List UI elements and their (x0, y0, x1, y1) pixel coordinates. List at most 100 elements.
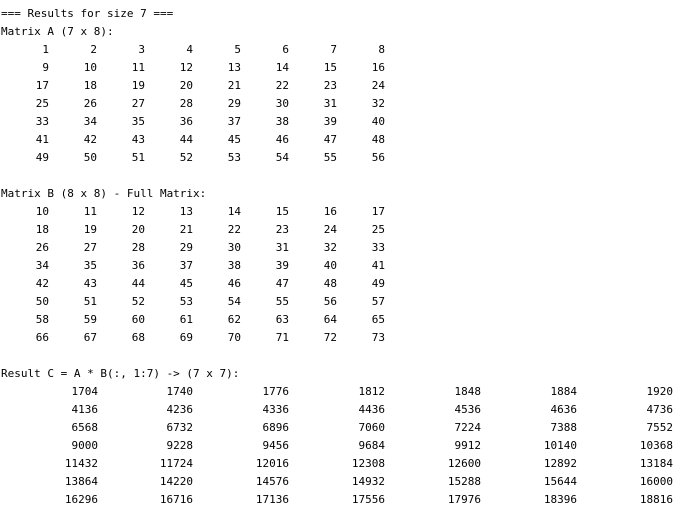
matrix-cell: 30 (227, 241, 241, 254)
matrix-cell: 64 (323, 313, 337, 326)
matrix-cell: 17556 (351, 493, 385, 506)
matrix-cell: 51 (131, 151, 145, 164)
matrix-cell: 7 (330, 43, 337, 56)
matrix-cell: 16000 (639, 475, 673, 488)
matrix-cell: 33 (371, 241, 385, 254)
matrix-cell: 66 (35, 331, 49, 344)
matrix-cell: 39 (323, 115, 337, 128)
matrix-cell: 24 (371, 79, 385, 92)
matrix-cell: 4536 (454, 403, 482, 416)
matrix-cell: 4336 (262, 403, 290, 416)
matrix-cell: 4236 (166, 403, 194, 416)
matrix-cell: 6 (282, 43, 289, 56)
matrix-cell: 12308 (351, 457, 385, 470)
matrix-cell: 26 (35, 241, 49, 254)
matrix-cell: 13 (179, 205, 193, 218)
matrix-cell: 1740 (166, 385, 194, 398)
matrix-cell: 4 (186, 43, 193, 56)
matrix-cell: 21 (179, 223, 193, 236)
matrix-cell: 6732 (166, 421, 194, 434)
matrix-cell: 14 (275, 61, 289, 74)
matrix-cell: 48 (323, 277, 337, 290)
matrix-cell: 54 (275, 151, 289, 164)
matrix-cell: 20 (179, 79, 193, 92)
matrix-cell: 55 (275, 295, 289, 308)
matrix-cell: 18 (35, 223, 49, 236)
matrix-cell: 53 (179, 295, 193, 308)
matrix-cell: 28 (131, 241, 145, 254)
matrix-cell: 1884 (550, 385, 578, 398)
matrix-cell: 22 (227, 223, 241, 236)
matrix-cell: 44 (131, 277, 145, 290)
matrix-cell: 33 (35, 115, 49, 128)
matrix-cell: 16 (323, 205, 337, 218)
matrix-cell: 40 (371, 115, 385, 128)
matrix-cell: 47 (323, 133, 337, 146)
matrix-cell: 38 (227, 259, 241, 272)
matrix-cell: 54 (227, 295, 241, 308)
matrix-cell: 1848 (454, 385, 482, 398)
matrix-cell: 10 (83, 61, 97, 74)
matrix-cell: 11 (131, 61, 145, 74)
matrix-cell: 27 (131, 97, 145, 110)
matrix-cell: 26 (83, 97, 97, 110)
matrix-cell: 37 (227, 115, 241, 128)
matrix-cell: 49 (371, 277, 385, 290)
matrix-cell: 9456 (262, 439, 290, 452)
matrix-cell: 31 (275, 241, 289, 254)
matrix-cell: 12600 (447, 457, 481, 470)
matrix-cell: 35 (131, 115, 145, 128)
matrix-cell: 23 (275, 223, 289, 236)
matrix-cell: 15644 (543, 475, 577, 488)
matrix-cell: 16716 (159, 493, 193, 506)
matrix-cell: 31 (323, 97, 337, 110)
matrix-cell: 65 (371, 313, 385, 326)
matrix-cell: 7552 (646, 421, 674, 434)
matrix-cell: 15 (323, 61, 337, 74)
matrix-cell: 42 (35, 277, 49, 290)
matrix-cell: 46 (275, 133, 289, 146)
matrix-cell: 35 (83, 259, 97, 272)
matrix-cell: 58 (35, 313, 49, 326)
matrix-cell: 1 (42, 43, 49, 56)
matrix-cell: 4736 (646, 403, 674, 416)
matrix-cell: 69 (179, 331, 193, 344)
matrix-cell: 38 (275, 115, 289, 128)
matrix-cell: 29 (179, 241, 193, 254)
matrix-cell: 25 (371, 223, 385, 236)
matrix-cell: 7388 (550, 421, 578, 434)
matrix-cell: 15 (275, 205, 289, 218)
matrix-cell: 52 (179, 151, 193, 164)
matrix-cell: 36 (179, 115, 193, 128)
matrix-cell: 4636 (550, 403, 578, 416)
matrix-cell: 45 (179, 277, 193, 290)
matrix-cell: 7060 (358, 421, 386, 434)
matrix-cell: 67 (83, 331, 97, 344)
matrix-cell: 29 (227, 97, 241, 110)
matrix-cell: 9000 (71, 439, 99, 452)
matrix-cell: 10368 (639, 439, 673, 452)
matrix-cell: 34 (35, 259, 49, 272)
matrix-cell: 73 (371, 331, 385, 344)
matrix-cell: 30 (275, 97, 289, 110)
matrix-cell: 9228 (166, 439, 194, 452)
output-header: === Results for size 7 === (1, 7, 174, 20)
result-title: Result C = A * B(:, 1:7) -> (7 x 7): (1, 367, 240, 380)
matrix-cell: 23 (323, 79, 337, 92)
matrix-cell: 37 (179, 259, 193, 272)
matrix-cell: 1704 (71, 385, 99, 398)
matrix-cell: 41 (371, 259, 385, 272)
matrix-cell: 1776 (262, 385, 290, 398)
matrix-cell: 45 (227, 133, 241, 146)
matrix-cell: 10 (35, 205, 49, 218)
matrix-cell: 32 (371, 97, 385, 110)
matrix-cell: 19 (131, 79, 145, 92)
matrix-cell: 71 (275, 331, 289, 344)
matrix-cell: 25 (35, 97, 49, 110)
matrix-cell: 63 (275, 313, 289, 326)
matrix-cell: 14932 (351, 475, 385, 488)
matrix-cell: 55 (323, 151, 337, 164)
matrix-cell: 61 (179, 313, 193, 326)
matrix-cell: 12 (179, 61, 193, 74)
matrix-cell: 53 (227, 151, 241, 164)
